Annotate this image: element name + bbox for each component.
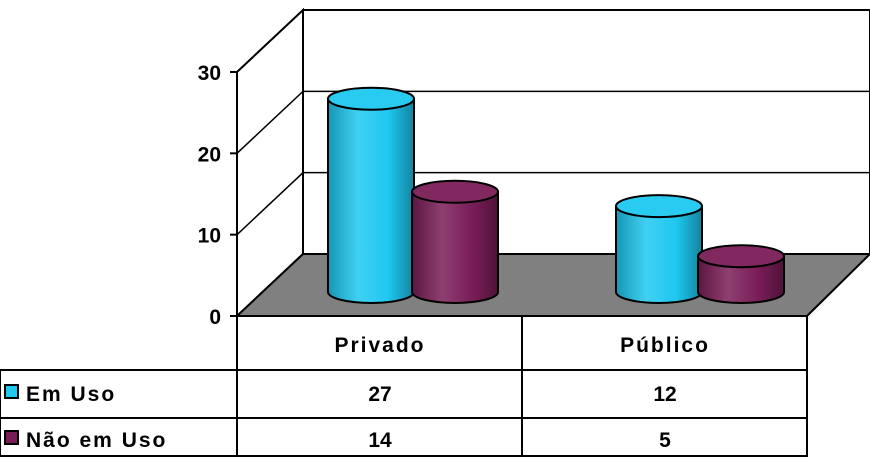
y-tick-label: 0 [209, 306, 221, 329]
bar-body [615, 205, 703, 304]
gridline [236, 171, 870, 236]
bar-body [411, 190, 499, 304]
data-table: Privado Público Em Uso 27 12 Não em Uso … [0, 316, 808, 457]
bar-top [411, 179, 499, 204]
category-label: Público [620, 334, 710, 357]
bar-top [327, 86, 415, 111]
gridline [236, 9, 870, 73]
bar-privado-em-uso [327, 86, 415, 304]
bar-body [327, 97, 415, 304]
bar-top [697, 244, 785, 269]
bar-público-nao-em-uso [697, 244, 785, 304]
y-axis: 0 10 20 30 [198, 62, 238, 329]
legend-label: Não em Uso [26, 429, 167, 452]
bar-top [615, 194, 703, 219]
bar-privado-nao-em-uso [411, 179, 499, 304]
gridline [236, 90, 870, 154]
category-label: Privado [334, 334, 425, 357]
table-cell: 5 [659, 429, 671, 452]
bars [327, 86, 785, 304]
y-tick-label: 10 [198, 225, 221, 248]
y-tick-label: 30 [198, 62, 221, 85]
y-tick-label: 20 [198, 143, 221, 166]
legend-label: Em Uso [26, 383, 116, 406]
bar-body [697, 255, 785, 304]
table-cell: 14 [368, 429, 392, 452]
bar-público-em-uso [615, 194, 703, 304]
legend-swatch-em-uso [4, 384, 19, 399]
table-cell: 12 [653, 383, 676, 406]
gridlines [236, 9, 870, 236]
legend-swatch-nao-em-uso [4, 430, 19, 445]
table-cell: 27 [368, 383, 391, 406]
